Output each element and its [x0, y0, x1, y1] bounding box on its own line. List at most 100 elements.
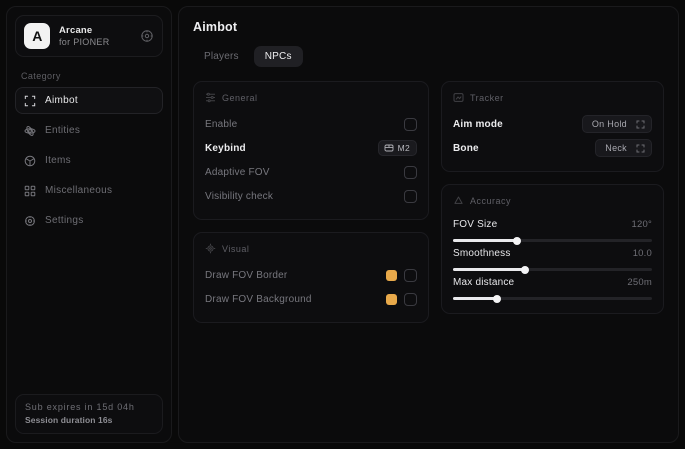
row-label: Visibility check [205, 190, 274, 202]
max-distance-slider-track[interactable] [453, 294, 652, 303]
panel-accuracy: Accuracy FOV Size 120° [441, 184, 664, 314]
brand-title: Arcane [59, 25, 93, 36]
row-control [386, 292, 417, 306]
tab-npcs[interactable]: NPCs [253, 46, 303, 67]
row-enable: Enable [205, 112, 417, 136]
row-aim-mode: Aim mode On Hold [453, 112, 652, 136]
slider-fill [453, 268, 525, 271]
fov-background-color-swatch[interactable] [386, 293, 397, 305]
draw-fov-background-checkbox[interactable] [404, 292, 417, 306]
sidebar-item-label: Aimbot [45, 95, 78, 106]
row-control: M2 [377, 140, 417, 156]
eye-icon [205, 243, 216, 254]
enable-checkbox[interactable] [404, 117, 417, 131]
sidebar-item-entities[interactable]: Entities [15, 117, 163, 144]
atom-icon [24, 125, 36, 137]
bone-value: Neck [605, 143, 627, 153]
bone-dropdown[interactable]: Neck [595, 139, 652, 157]
right-column: Tracker Aim mode On Hold [441, 81, 664, 314]
mouse-icon [384, 144, 394, 152]
slider-thumb[interactable] [520, 265, 529, 274]
subscription-status-card: Sub expires in 15d 04h Session duration … [15, 394, 163, 434]
box-icon [24, 155, 36, 167]
sidebar-item-label: Settings [45, 215, 84, 226]
category-label: Category [21, 71, 61, 81]
row-draw-fov-border: Draw FOV Border [205, 263, 417, 287]
row-label: Draw FOV Background [205, 293, 312, 305]
slider-header: FOV Size 120° [453, 219, 652, 230]
sidebar-item-label: Items [45, 155, 71, 166]
slider-label: Max distance [453, 277, 515, 288]
panel-visual: Visual Draw FOV Border Draw FOV Backgrou… [193, 232, 429, 323]
slider-value: 250m [627, 277, 652, 288]
slider-fill [453, 297, 497, 300]
sidebar-item-settings[interactable]: Settings [15, 207, 163, 234]
row-draw-fov-background: Draw FOV Background [205, 287, 417, 311]
row-label: Enable [205, 118, 238, 130]
slider-thumb[interactable] [512, 236, 521, 245]
crosshair-icon [24, 95, 36, 107]
slider-label: FOV Size [453, 219, 498, 230]
sidebar-item-items[interactable]: Items [15, 147, 163, 174]
sliders-icon [205, 92, 216, 103]
gear-icon[interactable] [140, 29, 154, 43]
row-visibility-check: Visibility check [205, 184, 417, 208]
slider-smoothness: Smoothness 10.0 [453, 244, 652, 274]
tab-players[interactable]: Players [204, 51, 239, 62]
slider-thumb[interactable] [492, 294, 501, 303]
keybind-button[interactable]: M2 [377, 140, 417, 156]
sidebar: A Arcane for PIONER Category Ai [6, 6, 172, 443]
slider-label: Smoothness [453, 248, 511, 259]
main-content: Aimbot Players NPCs [178, 6, 679, 443]
smoothness-slider-track[interactable] [453, 265, 652, 274]
sidebar-item-label: Miscellaneous [45, 185, 113, 196]
row-control [404, 117, 417, 131]
gear-icon [24, 215, 36, 227]
app-logo: A [24, 23, 50, 49]
expand-icon [636, 144, 645, 153]
expand-icon [636, 120, 645, 129]
adaptive-fov-checkbox[interactable] [404, 165, 417, 179]
left-column: General Enable Keybind [193, 81, 429, 323]
sidebar-nav: Aimbot Entities [15, 87, 163, 234]
visibility-check-checkbox[interactable] [404, 189, 417, 203]
row-keybind: Keybind M2 [205, 136, 417, 160]
fov-size-slider-track[interactable] [453, 236, 652, 245]
triangle-icon [453, 195, 464, 206]
row-control [404, 189, 417, 203]
panel-visual-header: Visual [205, 243, 417, 254]
target-icon [453, 92, 464, 103]
slider-header: Smoothness 10.0 [453, 248, 652, 259]
aim-mode-dropdown[interactable]: On Hold [581, 115, 652, 133]
slider-value: 120° [631, 219, 652, 230]
draw-fov-border-checkbox[interactable] [404, 268, 417, 282]
panel-accuracy-title: Accuracy [470, 195, 512, 206]
brand-subtitle: for PIONER [59, 37, 110, 47]
brand-text: Arcane for PIONER [59, 25, 131, 47]
panel-tracker: Tracker Aim mode On Hold [441, 81, 664, 172]
panel-tracker-header: Tracker [453, 92, 652, 103]
fov-border-color-swatch[interactable] [386, 269, 397, 281]
slider-fill [453, 239, 517, 242]
panel-tracker-title: Tracker [470, 92, 504, 103]
slider-header: Max distance 250m [453, 277, 652, 288]
row-label: Keybind [205, 142, 246, 154]
subscription-expiry: Sub expires in 15d 04h [25, 402, 135, 412]
aim-mode-value: On Hold [591, 119, 627, 129]
sidebar-item-miscellaneous[interactable]: Miscellaneous [15, 177, 163, 204]
sidebar-item-label: Entities [45, 125, 81, 136]
grid-icon [24, 185, 36, 197]
row-label: Aim mode [453, 118, 503, 130]
panel-general-title: General [222, 92, 258, 103]
keybind-value: M2 [397, 143, 410, 153]
slider-max-distance: Max distance 250m [453, 273, 652, 303]
panel-accuracy-header: Accuracy [453, 195, 652, 206]
panel-columns: General Enable Keybind [193, 81, 664, 323]
row-label: Draw FOV Border [205, 269, 288, 281]
row-control [404, 165, 417, 179]
row-label: Adaptive FOV [205, 166, 270, 178]
slider-fov-size: FOV Size 120° [453, 215, 652, 245]
sidebar-item-aimbot[interactable]: Aimbot [15, 87, 163, 114]
session-duration: Session duration 16s [25, 415, 113, 425]
